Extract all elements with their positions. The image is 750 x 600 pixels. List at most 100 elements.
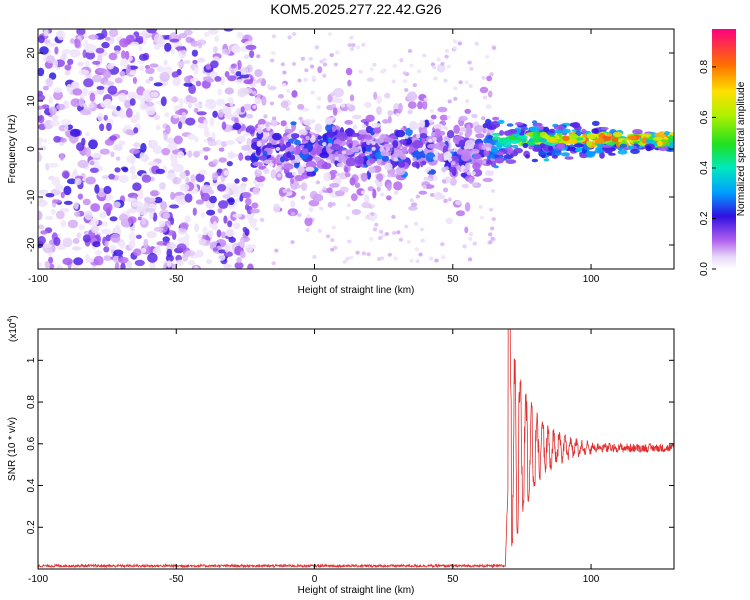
heatmap-cell	[479, 86, 489, 94]
heatmap-cell	[217, 184, 227, 192]
heatmap-cell	[586, 140, 593, 147]
heatmap-cell	[42, 243, 53, 248]
heatmap-cell	[515, 122, 523, 126]
heatmap-cell	[458, 80, 463, 85]
heatmap-cell	[494, 157, 505, 164]
y-tick-label: 0.6	[26, 436, 37, 450]
heatmap-cell	[204, 102, 212, 109]
heatmap-cell	[362, 124, 367, 129]
heatmap-cell	[198, 42, 202, 49]
heatmap-cell	[73, 201, 79, 210]
heatmap-cell	[124, 50, 130, 60]
heatmap-cell	[254, 176, 265, 183]
heatmap-cell	[404, 88, 409, 92]
heatmap-cell	[205, 78, 215, 83]
heatmap-cell	[193, 150, 200, 158]
heatmap-cell	[412, 157, 417, 162]
heatmap-cell	[481, 116, 486, 121]
heatmap-cell	[240, 106, 245, 113]
heatmap-cell	[196, 234, 203, 239]
heatmap-cell	[333, 62, 338, 67]
heatmap-cell	[399, 154, 407, 160]
heatmap-cell	[59, 153, 64, 161]
heatmap-cell	[378, 236, 383, 240]
heatmap-cell	[42, 85, 49, 91]
heatmap-cell	[458, 139, 466, 147]
heatmap-cell	[53, 237, 61, 246]
heatmap-cell	[193, 103, 203, 108]
heatmap-cell	[415, 259, 420, 264]
heatmap-cell	[529, 126, 540, 133]
heatmap-cell	[215, 100, 226, 106]
heatmap-cell	[294, 174, 303, 182]
heatmap-cell	[85, 147, 91, 158]
colorbar-gradient	[712, 29, 736, 269]
heatmap-cell	[295, 144, 300, 154]
heatmap-cell	[427, 166, 432, 171]
heatmap-cell	[369, 67, 374, 72]
heatmap-cell	[443, 78, 448, 83]
heatmap-cell	[351, 114, 362, 120]
heatmap-cell	[137, 189, 144, 200]
heatmap-cell	[627, 135, 637, 140]
heatmap-cell	[594, 148, 604, 154]
heatmap-cell	[349, 94, 355, 102]
heatmap-cell	[422, 184, 427, 189]
heatmap-cell	[391, 79, 396, 84]
heatmap-cell	[399, 58, 404, 63]
heatmap-cell	[532, 120, 538, 124]
heatmap-cell	[464, 226, 469, 234]
heatmap-cell	[139, 103, 148, 110]
heatmap-cell	[247, 263, 254, 269]
heatmap-cell	[366, 141, 371, 146]
heatmap-cell	[271, 261, 276, 266]
heatmap-cell	[310, 90, 315, 95]
heatmap-cell	[221, 231, 226, 239]
heatmap-cell	[105, 196, 111, 202]
heatmap-cell	[170, 96, 179, 103]
heatmap-cell	[412, 150, 423, 160]
heatmap-cell	[423, 119, 430, 128]
snr-panel: -100 -50 0 50 100 0.2 0.4 0.6 0.8 1 Height of st…	[7, 315, 675, 596]
heatmap-cell	[135, 234, 142, 239]
heatmap-cell	[393, 256, 398, 261]
heatmap-cell	[251, 202, 259, 209]
heatmap-cell	[193, 265, 199, 269]
heatmap-cell	[348, 143, 353, 149]
heatmap-cell	[185, 250, 196, 257]
heatmap-cell	[305, 228, 310, 232]
heatmap-cell	[188, 260, 196, 266]
heatmap-cell	[611, 137, 619, 143]
heatmap-cell	[361, 42, 366, 47]
heatmap-cell	[539, 151, 546, 156]
heatmap-cell	[200, 192, 211, 202]
heatmap-cell	[61, 170, 70, 179]
heatmap-cell	[170, 48, 175, 55]
heatmap-cell	[127, 208, 135, 214]
heatmap-cell	[114, 167, 121, 173]
heatmap-cell	[209, 117, 215, 127]
heatmap-cell	[203, 119, 208, 126]
y-tick-label: 10	[26, 95, 37, 107]
heatmap-cell	[417, 147, 423, 152]
heatmap-cell	[114, 77, 123, 84]
heatmap-cell	[241, 145, 251, 151]
heatmap-cell	[481, 75, 486, 80]
heatmap-cell	[48, 96, 53, 105]
heatmap-cell	[304, 68, 309, 73]
heatmap-cell	[91, 225, 99, 234]
heatmap-cell	[205, 63, 212, 70]
heatmap-cell	[54, 46, 59, 55]
heatmap-cell	[103, 185, 112, 195]
heatmap-cell	[147, 252, 158, 263]
heatmap-cell	[556, 143, 566, 149]
heatmap-cell	[195, 249, 204, 258]
heatmap-cell	[218, 200, 229, 209]
heatmap-cell	[256, 54, 261, 59]
heatmap-cell	[440, 242, 445, 247]
heatmap-cell	[287, 35, 292, 40]
heatmap-cell	[619, 143, 628, 148]
y-tick-label: -10	[26, 189, 37, 204]
colorbar-tick-label: 0.8	[699, 60, 710, 74]
heatmap-cell	[145, 78, 151, 84]
